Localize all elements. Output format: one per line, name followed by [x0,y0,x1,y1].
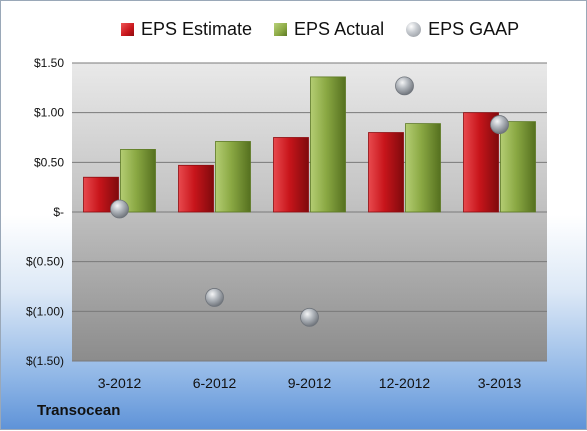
x-tick-label: 3-2013 [478,375,522,391]
gaap-point [395,76,414,96]
actual-bar [500,121,536,213]
y-tick-label: $(1.50) [26,354,64,368]
legend-label-actual: EPS Actual [294,18,385,39]
x-axis-ticks: 3-2012 6-2012 9-2012 12-2012 3-2013 [98,375,522,391]
legend-label-gaap: EPS GAAP [428,18,520,39]
y-tick-label: $1.00 [34,106,64,120]
actual-bar [215,141,251,213]
gaap-points [110,76,509,327]
estimate-bar [368,132,404,213]
y-tick-label: $(1.00) [26,304,64,318]
legend-swatch-gaap [406,21,422,37]
legend-item-estimate: EPS Estimate [121,19,252,40]
estimate-bar [273,137,309,213]
estimate-bar [178,164,214,213]
y-tick-label: $- [53,205,64,219]
legend-label-estimate: EPS Estimate [141,18,253,39]
y-tick-label: $1.50 [34,56,64,70]
gaap-point [205,288,224,307]
actual-bar [405,123,441,213]
legend: EPS Estimate EPS Actual EPS GAAP [121,15,541,43]
legend-item-gaap: EPS GAAP [406,19,519,40]
legend-swatch-estimate [121,22,134,36]
legend-swatch-actual [274,22,288,36]
x-tick-label: 6-2012 [193,375,237,391]
x-tick-label: 3-2012 [98,375,142,391]
company-name: Transocean [37,402,121,419]
x-tick-label: 12-2012 [379,375,431,391]
y-tick-label: $0.50 [34,155,64,169]
actual-bar [120,149,156,213]
gaap-point [300,307,319,327]
actual-bar [310,76,346,213]
y-tick-label: $(0.50) [26,255,64,269]
gaap-point [110,199,129,219]
legend-item-actual: EPS Actual [274,19,384,40]
gaap-point [490,115,509,134]
y-axis-ticks: $1.50 $1.00 $0.50 $- $(0.50) $(1.00) $(1.50) [26,56,64,368]
x-tick-label: 9-2012 [288,375,332,391]
